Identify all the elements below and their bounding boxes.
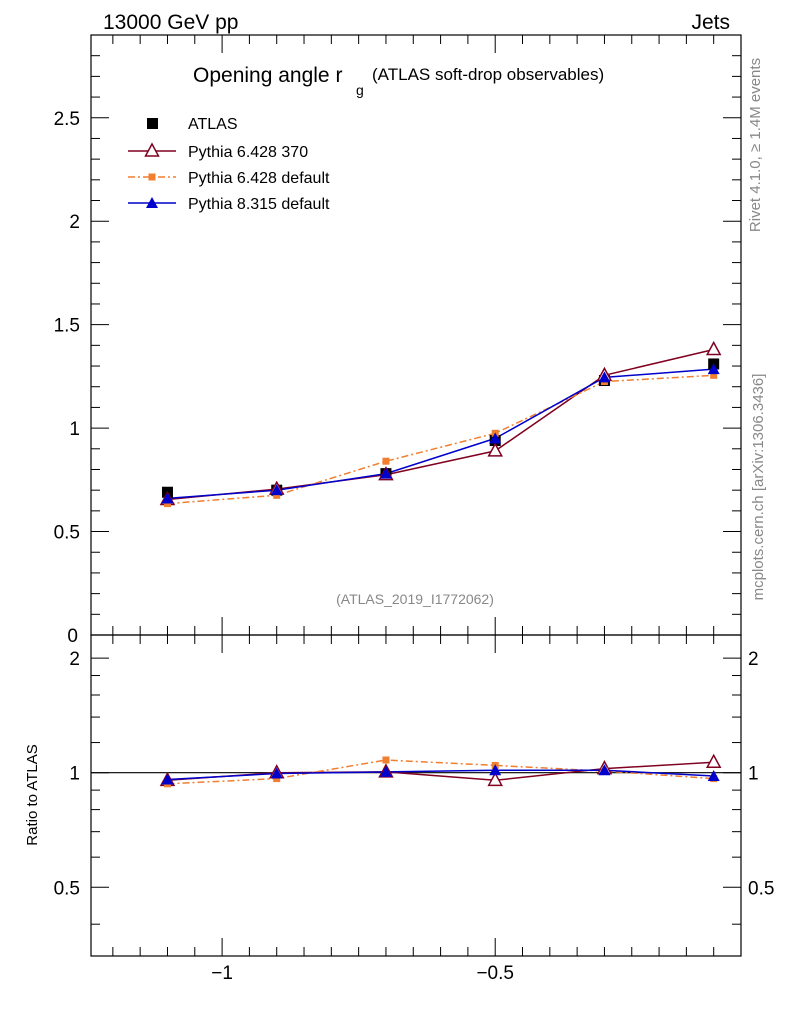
ratio-line-py8_default — [167, 769, 714, 781]
chart-title-rest: (ATLAS soft-drop observables) — [372, 65, 604, 84]
legend-py6-default-marker — [148, 173, 156, 181]
main-point-py8-default — [161, 492, 174, 504]
legend: ATLAS Pythia 6.428 370 Pythia 6.428 defa… — [128, 116, 330, 213]
legend-py8-default-marker — [146, 197, 158, 208]
ratio-y-tick-label-right: 1 — [748, 764, 759, 785]
ratio-point-py6-default — [382, 756, 390, 764]
legend-py6-370-marker — [144, 142, 160, 157]
legend-atlas-label: ATLAS — [188, 116, 238, 133]
energy-label: 13000 GeV pp — [103, 11, 238, 34]
ratio-line-py6_default — [167, 759, 714, 785]
ratio-axis-ticks — [91, 635, 741, 956]
legend-atlas-marker — [147, 118, 158, 129]
ratio-panel-frame — [90, 634, 742, 957]
chart-title-subscript: g — [356, 82, 364, 98]
main-y-tick-label: 1 — [69, 419, 80, 440]
main-y-tick-label: 1.5 — [54, 316, 80, 337]
main-line-py6_default — [167, 374, 714, 505]
ratio-y-tick-label-left: 1 — [69, 764, 80, 785]
main-point-py6-default — [273, 491, 281, 499]
process-label: Jets — [691, 11, 730, 34]
ratio-point-py8-default — [598, 764, 611, 776]
main-axis-ticks — [91, 35, 741, 636]
chart-title: Opening angle r — [193, 64, 342, 87]
ratio-series-layer — [159, 753, 722, 788]
main-point-py8-default — [489, 432, 502, 444]
main-y-tick-label: 0.5 — [54, 523, 80, 544]
x-tick-label: −0.5 — [476, 963, 514, 984]
legend-py6-default-label: Pythia 6.428 default — [188, 170, 330, 187]
main-y-zero-label: 0 — [67, 626, 78, 647]
x-tick-labels: −1 −0.5 — [211, 963, 514, 984]
ratio-point-py8-default — [270, 767, 283, 779]
ratio-y-tick-label-right: 2 — [748, 649, 759, 670]
main-point-py6-370 — [487, 442, 503, 457]
ratio-point-py8-default — [489, 764, 502, 776]
ratio-point-py6-default — [273, 775, 281, 783]
main-series-layer — [159, 340, 722, 508]
ratio-y-axis-label: Ratio to ATLAS — [24, 744, 41, 845]
main-point-py6-default — [710, 371, 718, 379]
legend-py8-default-label: Pythia 8.315 default — [188, 196, 330, 213]
main-point-py6-default — [163, 500, 171, 508]
ratio-point-py6-370 — [487, 771, 503, 787]
ratio-y-tick-label-left: 0.5 — [54, 878, 80, 899]
ratio-point-py8-default — [379, 765, 392, 777]
analysis-watermark: (ATLAS_2019_I1772062) — [336, 591, 494, 607]
main-point-py6-default — [382, 457, 390, 465]
ratio-y-tick-labels: 0.5 0.5 1 1 2 2 — [54, 649, 775, 899]
rivet-label: Rivet 4.1.0, ≥ 1.4M events — [747, 58, 764, 232]
main-point-py8-default — [598, 371, 611, 383]
x-tick-label: −1 — [211, 963, 233, 984]
ratio-point-py6-370 — [705, 753, 722, 769]
main-point-py8-default — [379, 467, 392, 479]
main-point-py6-370 — [705, 340, 722, 356]
main-y-tick-label: 2.5 — [54, 109, 80, 130]
mcplots-label: mcplots.cern.ch [arXiv:1306.3436] — [750, 374, 767, 601]
main-line-py8_default — [167, 368, 714, 500]
main-y-tick-label: 2 — [69, 212, 80, 233]
ratio-point-py8-default — [161, 773, 174, 785]
ratio-y-tick-label-right: 0.5 — [748, 878, 774, 899]
main-line-py6_370 — [167, 348, 714, 501]
legend-py6-370-label: Pythia 6.428 370 — [188, 144, 308, 161]
ratio-point-py8-default — [707, 770, 720, 782]
main-point-py8-default — [270, 484, 283, 496]
main-point-py8-default — [707, 363, 720, 375]
ratio-y-tick-label-left: 2 — [69, 649, 80, 670]
main-y-tick-labels: 0.5 1 1.5 2 2.5 — [54, 109, 80, 544]
